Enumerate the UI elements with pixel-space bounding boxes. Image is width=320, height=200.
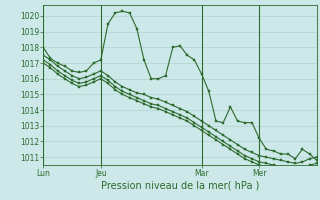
X-axis label: Pression niveau de la mer( hPa ): Pression niveau de la mer( hPa ) (101, 181, 259, 191)
